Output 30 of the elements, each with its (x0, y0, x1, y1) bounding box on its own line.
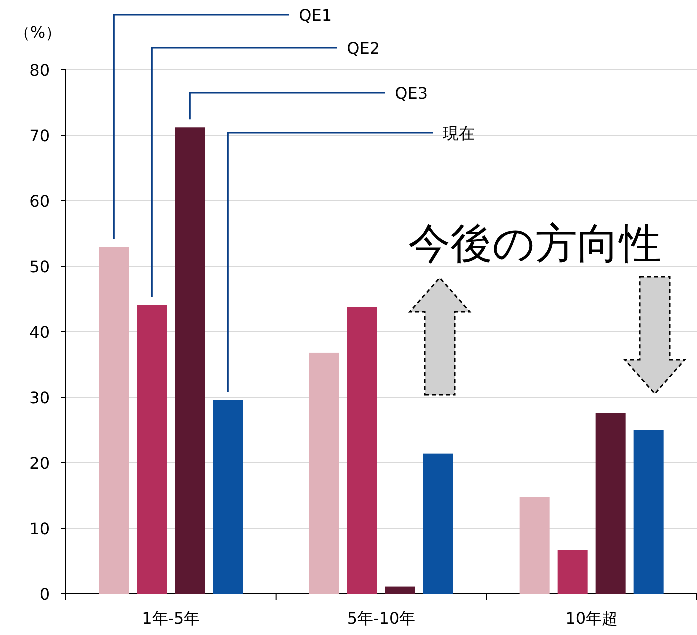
bar (213, 400, 244, 594)
x-tick-label: 1年-5年 (142, 609, 200, 628)
y-tick-label: 40 (30, 323, 50, 342)
bar (634, 430, 664, 594)
y-tick-label: 60 (30, 192, 50, 211)
bar (348, 307, 378, 594)
y-tick-label: 50 (30, 258, 50, 276)
bar (386, 586, 416, 594)
bar (520, 497, 550, 594)
y-tick-label: 10 (30, 520, 50, 538)
x-tick-label: 5年-10年 (347, 609, 416, 628)
y-axis-title: （%） (14, 23, 62, 42)
annotation: 今後の方向性 (408, 219, 662, 268)
bar (99, 248, 130, 594)
x-tick-label: 10年超 (566, 609, 618, 628)
text: 現在 (443, 124, 476, 143)
y-tick-label: 30 (30, 388, 50, 408)
bar (424, 454, 454, 594)
bar (310, 352, 340, 594)
bar (175, 128, 206, 594)
y-tick-label: 80 (30, 61, 50, 80)
bar (137, 305, 168, 594)
text: QE2 (347, 39, 380, 58)
y-tick-label: 20 (30, 454, 50, 473)
y-tick-label: 70 (30, 126, 50, 146)
y-tick-label: 0 (40, 585, 50, 604)
bar (558, 550, 588, 594)
text: QE1 (299, 6, 332, 25)
text: QE3 (395, 84, 428, 103)
bar (596, 413, 626, 594)
